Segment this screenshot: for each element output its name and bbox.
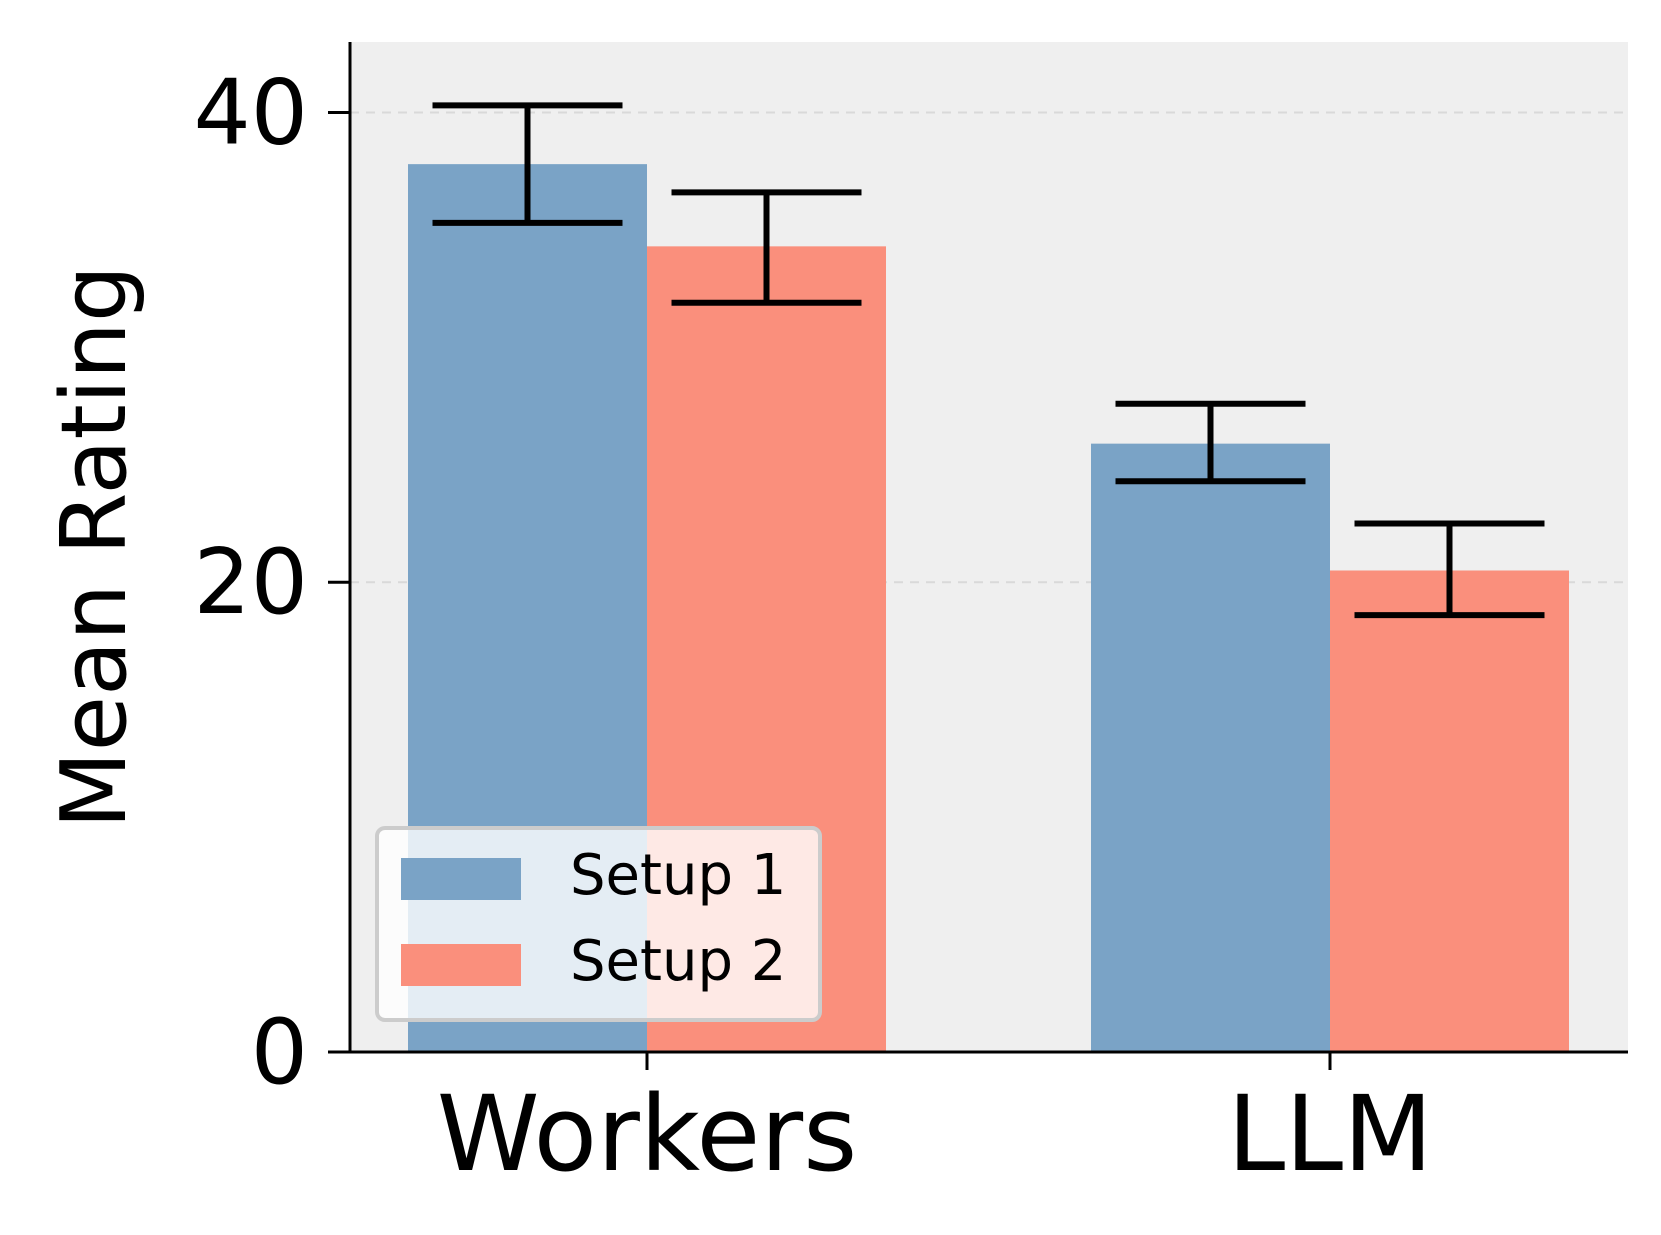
x-tick-label-llm: LLM: [1227, 1073, 1433, 1195]
legend-label: Setup 1: [570, 843, 786, 908]
legend: Setup 1 Setup 2: [375, 826, 822, 1022]
y-tick-label: 40: [193, 60, 308, 165]
x-tick-label-workers: Workers: [437, 1073, 858, 1195]
x-ticks: Workers LLM: [437, 1052, 1433, 1195]
y-ticks: 0 20 40: [193, 60, 350, 1105]
legend-label: Setup 2: [570, 929, 786, 994]
legend-swatch: [401, 858, 521, 900]
legend-swatch: [401, 944, 521, 986]
y-axis-label: Mean Rating: [42, 265, 147, 829]
error-bars: [432, 102, 1545, 619]
bar-setup-1-llm: [1091, 443, 1330, 1053]
y-tick-label: 20: [193, 530, 308, 635]
y-tick-label: 0: [251, 1000, 308, 1105]
bar-setup-2-llm: [1330, 570, 1569, 1052]
